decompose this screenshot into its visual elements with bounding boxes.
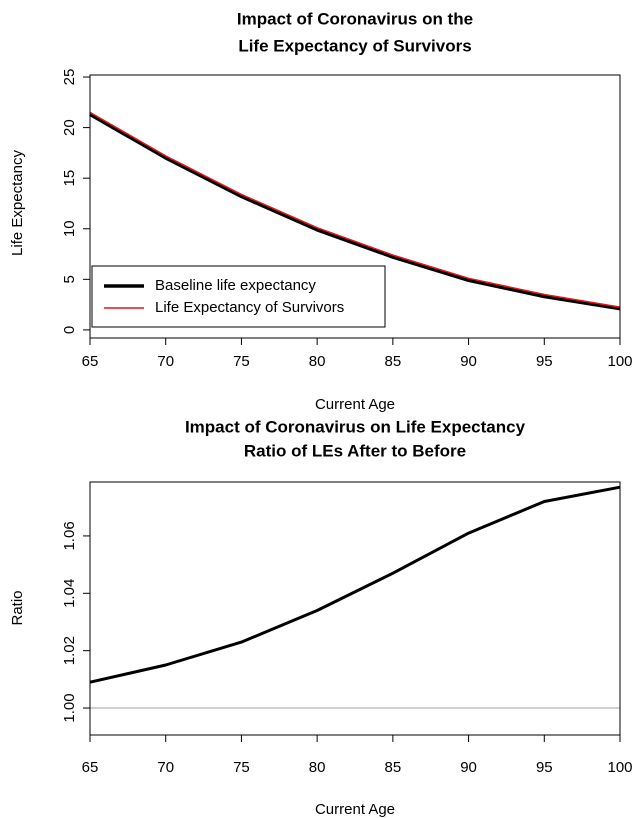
plot-frame <box>89 74 621 339</box>
legend-label: Life Expectancy of Survivors <box>155 299 344 316</box>
y-axis-label: Life Expectancy <box>9 150 26 256</box>
chart-title: Ratio of LEs After to Before <box>244 441 466 460</box>
x-tick-label: 90 <box>460 759 477 776</box>
y-tick-label: 1.00 <box>61 693 78 722</box>
x-tick-label: 70 <box>157 759 174 776</box>
x-tick-label: 70 <box>157 353 174 370</box>
x-tick-label: 100 <box>607 759 632 776</box>
x-tick-label: 85 <box>385 759 402 776</box>
x-tick-label: 95 <box>536 759 553 776</box>
plot-frame <box>89 481 621 736</box>
x-tick-label: 85 <box>385 353 402 370</box>
legend-box <box>91 265 386 328</box>
y-tick-label: 1.02 <box>61 636 78 665</box>
legend-label: Baseline life expectancy <box>155 277 316 294</box>
series-line <box>89 485 621 684</box>
x-tick-label: 75 <box>233 353 250 370</box>
y-tick-label: 15 <box>61 170 78 187</box>
y-tick-label: 1.04 <box>61 579 78 608</box>
x-axis-label: Current Age <box>315 801 395 818</box>
x-tick-label: 80 <box>309 759 326 776</box>
series-line <box>89 112 621 311</box>
y-tick-label: 1.06 <box>61 521 78 550</box>
y-tick-label: 0 <box>61 326 78 334</box>
y-axis-label: Ratio <box>9 590 26 625</box>
series-line <box>89 111 621 308</box>
y-tick-label: 5 <box>61 275 78 283</box>
x-tick-label: 65 <box>82 353 99 370</box>
x-tick-label: 65 <box>82 759 99 776</box>
y-tick-label: 20 <box>61 119 78 136</box>
x-tick-label: 90 <box>460 353 477 370</box>
chart-title: Impact of Coronavirus on Life Expectancy <box>185 417 526 436</box>
x-axis-label: Current Age <box>315 396 395 413</box>
x-tick-label: 100 <box>607 353 632 370</box>
chart-title: Life Expectancy of Survivors <box>238 36 471 55</box>
chart-title: Impact of Coronavirus on the <box>237 9 473 28</box>
x-tick-label: 75 <box>233 759 250 776</box>
y-tick-label: 25 <box>61 69 78 86</box>
y-tick-label: 10 <box>61 220 78 237</box>
x-tick-label: 95 <box>536 353 553 370</box>
x-tick-label: 80 <box>309 353 326 370</box>
